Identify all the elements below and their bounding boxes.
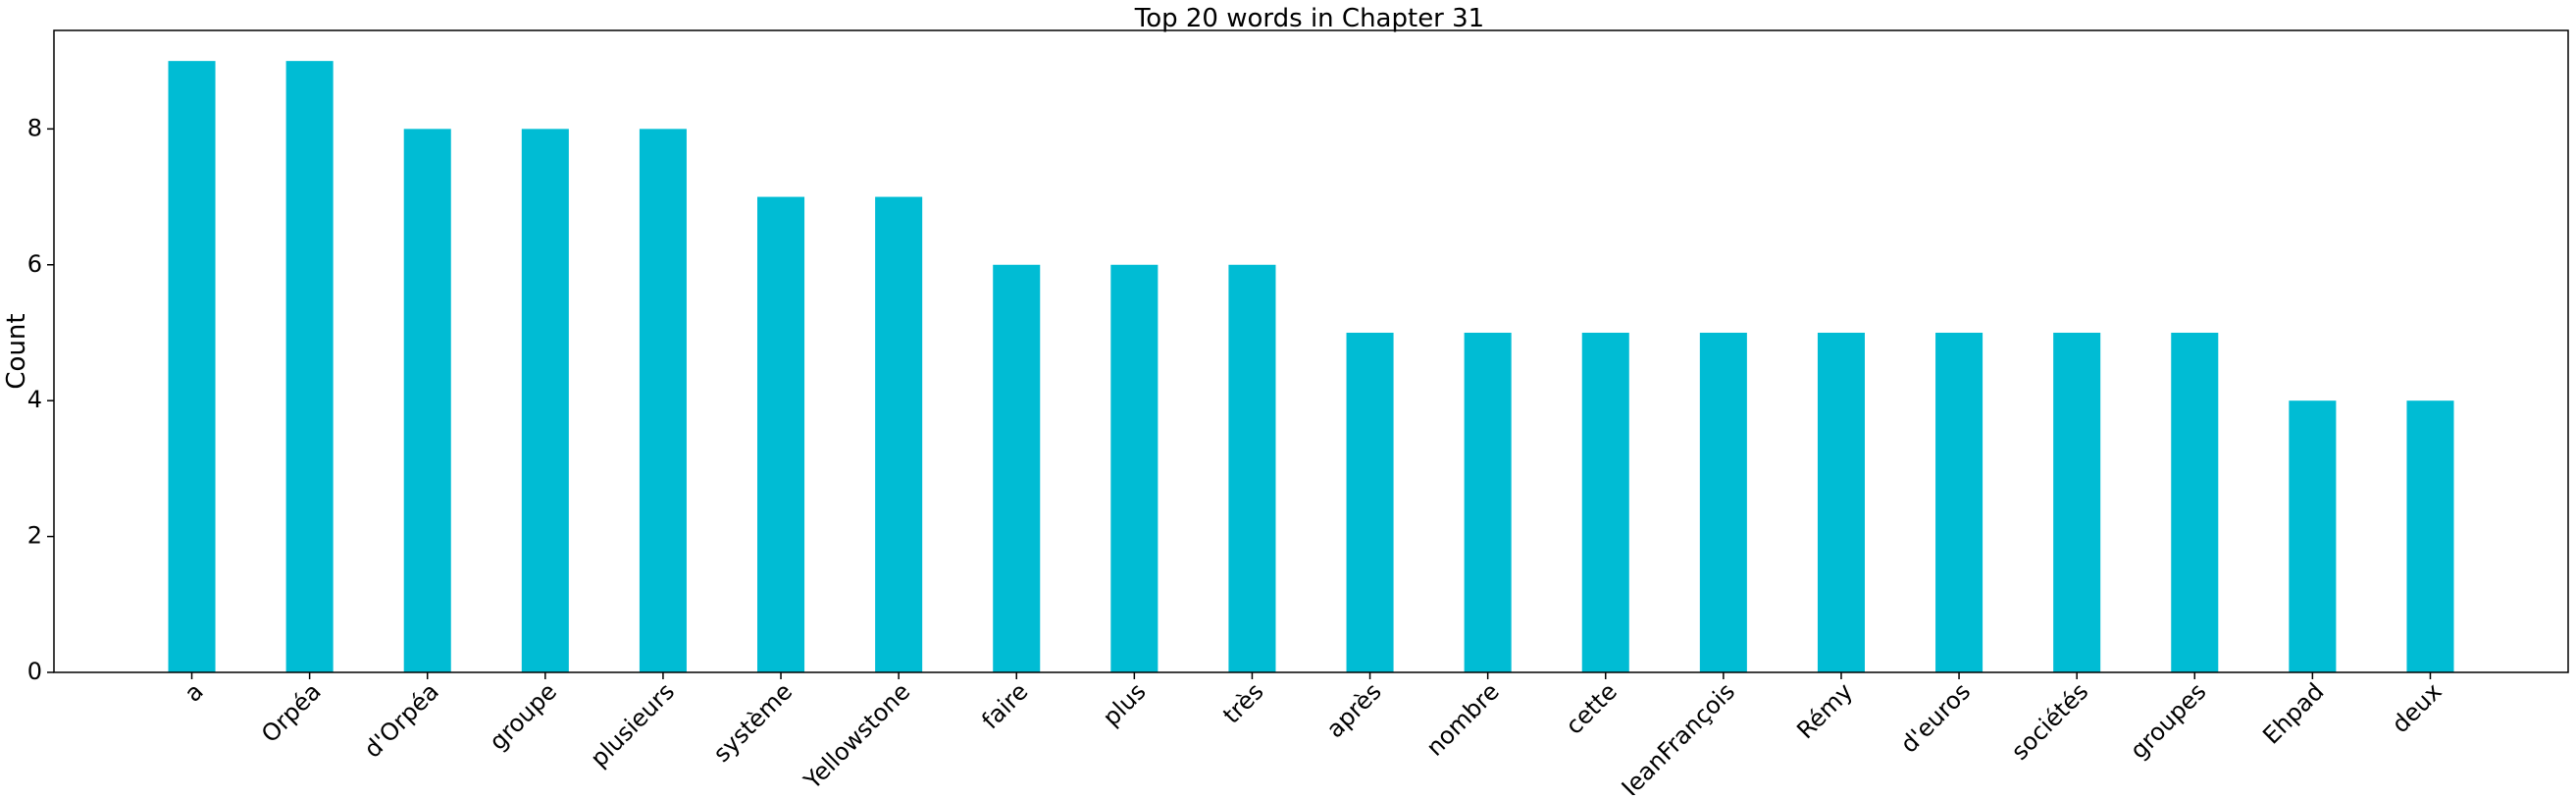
y-tick-label: 4 bbox=[27, 386, 42, 413]
x-tick-label: groupe bbox=[484, 677, 562, 756]
bar bbox=[1110, 264, 1159, 672]
bar bbox=[2406, 400, 2454, 672]
y-tick-label: 0 bbox=[27, 658, 42, 685]
bar bbox=[1935, 332, 1984, 672]
x-tick-label: système bbox=[708, 677, 799, 768]
x-tick-label: faire bbox=[976, 677, 1033, 734]
plot-frame bbox=[53, 29, 2569, 673]
bar bbox=[875, 196, 923, 673]
x-tick-label: sociétés bbox=[2006, 677, 2093, 765]
y-tick-label: 8 bbox=[27, 114, 42, 141]
bar bbox=[1346, 332, 1394, 672]
bar bbox=[2171, 332, 2219, 672]
bar bbox=[1699, 332, 1747, 672]
x-axis-ticks: a Orpéa d'Orpéa groupe plusieurs système Yello… bbox=[180, 672, 2447, 799]
x-tick-label: a bbox=[180, 677, 209, 707]
x-tick-label: nombre bbox=[1421, 677, 1505, 761]
bar bbox=[2053, 332, 2101, 672]
bar bbox=[639, 129, 687, 672]
bar bbox=[168, 61, 216, 672]
bar bbox=[285, 61, 334, 672]
x-tick-label: plus bbox=[1098, 677, 1152, 731]
bar bbox=[757, 196, 805, 673]
bar bbox=[2289, 400, 2337, 672]
x-tick-label: Rémy bbox=[1791, 677, 1858, 744]
x-tick-label: plusieurs bbox=[586, 677, 681, 772]
x-tick-label: JeanFrançois bbox=[1615, 677, 1740, 795]
y-axis-label: Count bbox=[2, 313, 31, 389]
bar bbox=[1464, 332, 1512, 672]
x-tick-label: d'Orpéa bbox=[359, 677, 444, 763]
bar bbox=[521, 129, 569, 672]
y-tick-label: 2 bbox=[27, 522, 42, 550]
x-tick-label: Yellowstone bbox=[798, 677, 915, 795]
chart-title: Top 20 words in Chapter 31 bbox=[1134, 4, 1484, 33]
y-tick-label: 6 bbox=[27, 250, 42, 278]
x-tick-label: d'euros bbox=[1895, 677, 1976, 758]
bar bbox=[1817, 332, 1865, 672]
bar bbox=[403, 129, 451, 672]
x-tick-label: deux bbox=[2387, 677, 2447, 738]
bar bbox=[1228, 264, 1276, 672]
bars-group bbox=[168, 61, 2454, 673]
bar bbox=[993, 264, 1041, 672]
x-tick-label: Orpéa bbox=[256, 677, 327, 748]
x-tick-label: Ehpad bbox=[2257, 677, 2329, 749]
x-tick-label: après bbox=[1321, 677, 1387, 743]
x-tick-label: très bbox=[1217, 677, 1268, 728]
x-tick-label: groupes bbox=[2125, 677, 2211, 764]
bar bbox=[1581, 332, 1629, 672]
y-axis-ticks: 0 2 4 6 8 bbox=[27, 114, 54, 685]
x-tick-label: cette bbox=[1561, 677, 1623, 739]
